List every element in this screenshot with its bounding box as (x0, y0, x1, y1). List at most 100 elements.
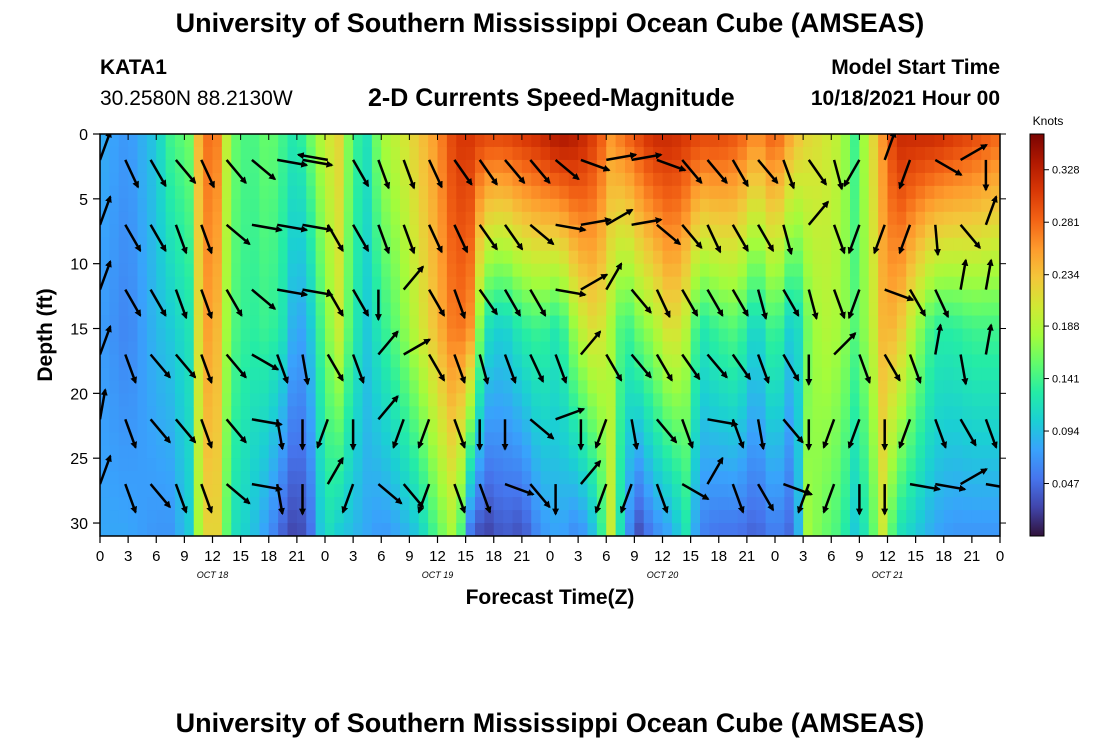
heatmap-cell (812, 419, 823, 433)
current-vector (377, 483, 403, 505)
heatmap-cell (512, 510, 523, 524)
heatmap-cell (418, 315, 429, 330)
heatmap-cell (896, 484, 907, 498)
heatmap-cell (268, 211, 279, 226)
heatmap-cell (371, 263, 382, 278)
heatmap-cell (437, 510, 448, 524)
heatmap-cell (156, 341, 167, 356)
heatmap-cell (296, 276, 307, 291)
heatmap-cell (493, 432, 504, 446)
heatmap-cell (896, 458, 907, 472)
current-vector (302, 223, 334, 233)
heatmap-cell (165, 354, 176, 369)
heatmap-cell (446, 159, 457, 174)
heatmap-cell (803, 393, 814, 407)
heatmap-cell (859, 224, 870, 239)
heatmap-cell (296, 367, 307, 381)
heatmap-cell (868, 315, 879, 330)
heatmap-cell (128, 393, 139, 407)
current-vector (631, 217, 663, 227)
heatmap-cell (343, 237, 354, 252)
heatmap-cell (840, 276, 851, 291)
heatmap-cell (793, 250, 804, 265)
heatmap-cell (409, 445, 420, 459)
heatmap-cell (353, 510, 364, 524)
heatmap-cell (240, 510, 251, 524)
heatmap-cell (662, 484, 673, 498)
heatmap-cell (709, 380, 720, 394)
heatmap-cell (934, 458, 945, 472)
heatmap-cell (353, 458, 364, 472)
heatmap-cell (850, 354, 860, 369)
heatmap-cell (859, 134, 870, 148)
heatmap-cell (128, 406, 139, 420)
heatmap-cell (531, 289, 542, 304)
heatmap-cell (606, 367, 617, 381)
heatmap-cell (709, 419, 720, 433)
heatmap-cell (962, 172, 973, 187)
heatmap-cell (287, 134, 298, 148)
heatmap-cell (634, 159, 645, 174)
heatmap-cell (109, 406, 120, 420)
heatmap-cell (831, 367, 842, 381)
heatmap-cell (953, 224, 964, 239)
heatmap-cell (578, 458, 589, 472)
heatmap-cell (118, 328, 129, 343)
heatmap-cell (118, 471, 129, 485)
heatmap-cell (625, 185, 635, 200)
heatmap-cell (700, 198, 710, 213)
heatmap-cell (596, 432, 607, 446)
heatmap-cell (559, 198, 570, 213)
heatmap-cell (456, 380, 467, 394)
heatmap-cell (784, 354, 795, 369)
heatmap-cell (765, 510, 776, 524)
heatmap-cell (634, 406, 645, 420)
heatmap-cell (765, 198, 776, 213)
heatmap-cell (259, 237, 270, 252)
heatmap-cell (250, 315, 260, 330)
heatmap-cell (850, 198, 860, 213)
heatmap-cell (803, 458, 814, 472)
heatmap-cell (362, 406, 373, 420)
heatmap-cell (971, 146, 982, 161)
current-vector (200, 224, 213, 255)
heatmap-cell (353, 211, 364, 226)
heatmap-cell (362, 211, 373, 226)
heatmap-cell (175, 484, 185, 498)
heatmap-cell (193, 367, 204, 381)
heatmap-cell (718, 380, 729, 394)
heatmap-cell (896, 380, 907, 394)
heatmap-cell (915, 341, 926, 356)
heatmap-cell (615, 289, 626, 304)
heatmap-cell (437, 224, 448, 239)
heatmap-cell (606, 185, 617, 200)
current-vector (706, 224, 722, 254)
heatmap-cell (653, 315, 664, 330)
heatmap-cell (887, 523, 898, 536)
heatmap-cell (737, 211, 748, 226)
heatmap-cell (446, 315, 457, 330)
heatmap-cell (578, 211, 589, 226)
heatmap-cell (540, 432, 551, 446)
heatmap-cell (343, 367, 354, 381)
heatmap-cell (812, 237, 823, 252)
heatmap-cell (137, 497, 148, 511)
current-vector (656, 158, 687, 172)
heatmap-cell (212, 250, 223, 265)
heatmap-cell (353, 237, 364, 252)
heatmap-cell (793, 237, 804, 252)
heatmap-cell (418, 237, 429, 252)
heatmap-cell (381, 263, 392, 278)
heatmap-cell (568, 250, 579, 265)
heatmap-cell (343, 159, 354, 174)
heatmap-cell (268, 289, 279, 304)
heatmap-cell (896, 302, 907, 317)
heatmap-cell (625, 471, 635, 485)
heatmap-cell (840, 198, 851, 213)
heatmap-cell (484, 198, 495, 213)
heatmap-cell (915, 250, 926, 265)
heatmap-cell (662, 471, 673, 485)
heatmap-cell (521, 289, 532, 304)
heatmap-cell (296, 198, 307, 213)
